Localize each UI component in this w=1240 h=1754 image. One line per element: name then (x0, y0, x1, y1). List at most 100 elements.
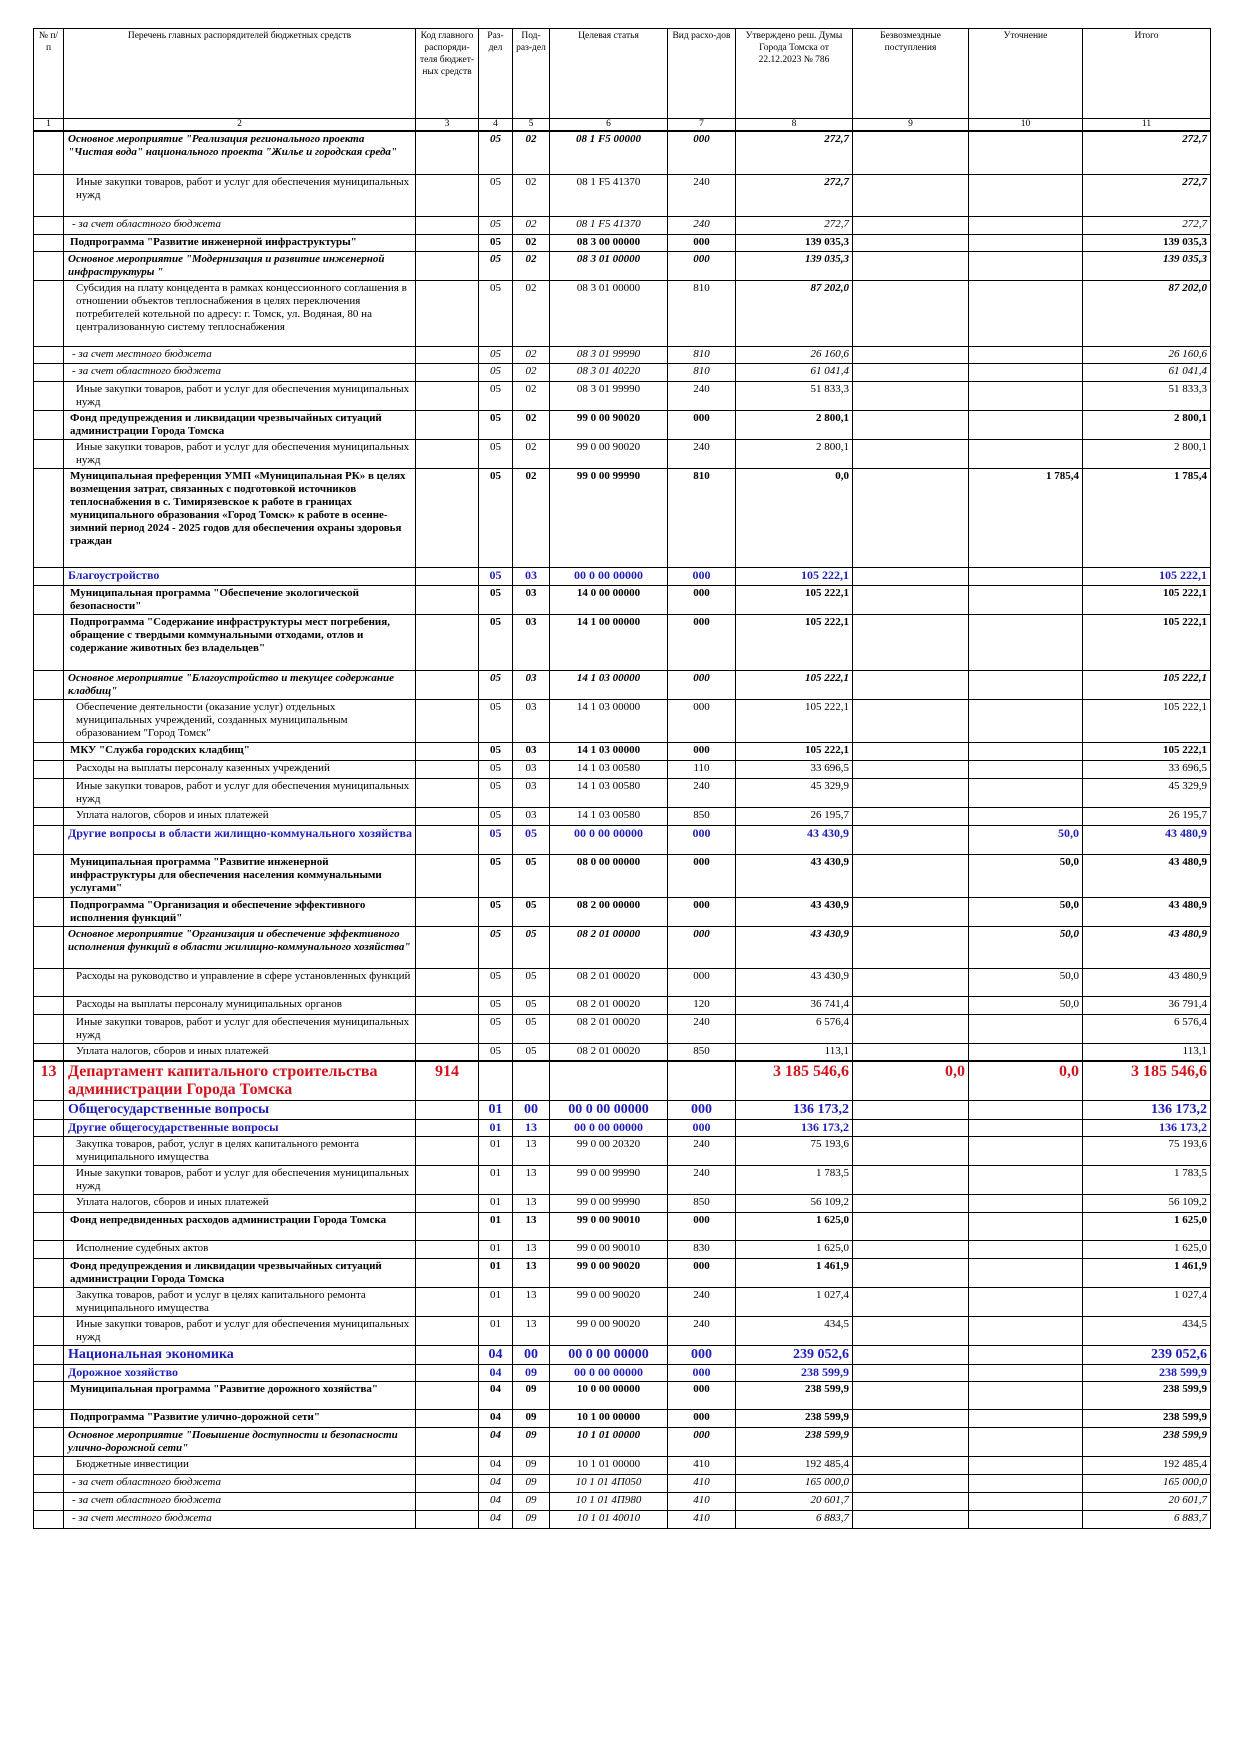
subsection: 13 (512, 1240, 550, 1259)
subsection: 05 (512, 853, 550, 898)
admin-code (415, 1316, 479, 1346)
total-amount: 272,7 (1082, 130, 1211, 175)
total-amount: 105 222,1 (1082, 566, 1211, 586)
grant-amount (852, 173, 969, 217)
approved-amount: 1 461,9 (735, 1258, 853, 1288)
table-row: - за счет областного бюджета 05 02 08 1 F5 … (33, 215, 1211, 235)
admin-code (415, 1381, 479, 1410)
item-name: Субсидия на плату концедента в рамках ко… (63, 279, 416, 347)
adjustment-amount (968, 409, 1083, 440)
grant-amount (852, 467, 969, 568)
table-row: Муниципальная программа "Развитие инжене… (33, 853, 1211, 898)
header-cell: Код главного распоряди-теля бюджет-ных с… (415, 28, 479, 119)
table-row: Основное мероприятие "Организация и обес… (33, 925, 1211, 969)
total-amount: 272,7 (1082, 173, 1211, 217)
admin-code (415, 173, 479, 217)
grant-amount (852, 345, 969, 364)
table-row: Иные закупки товаров, работ и услуг для … (33, 1165, 1211, 1195)
expense-type: 810 (667, 467, 736, 568)
subsection: 03 (512, 566, 550, 586)
approved-amount: 105 222,1 (735, 613, 853, 671)
total-amount: 87 202,0 (1082, 279, 1211, 347)
admin-code (415, 130, 479, 175)
approved-amount: 43 430,9 (735, 896, 853, 927)
admin-code (415, 925, 479, 969)
section: 05 (478, 250, 513, 281)
item-name: - за счет местного бюджета (63, 1510, 416, 1529)
total-amount: 20 601,7 (1082, 1492, 1211, 1511)
subsection: 03 (512, 777, 550, 808)
grant-amount (852, 824, 969, 855)
item-name: Закупка товаров, работ, услуг в целях ка… (63, 1136, 416, 1166)
admin-code (415, 1136, 479, 1166)
total-amount: 6 576,4 (1082, 1013, 1211, 1044)
expense-type: 000 (667, 233, 736, 252)
target-article: 08 2 01 00020 (549, 967, 668, 997)
item-name: Иные закупки товаров, работ и услуг для … (63, 173, 416, 217)
subsection: 09 (512, 1456, 550, 1475)
grant-amount (852, 925, 969, 969)
approved-amount: 36 741,4 (735, 995, 853, 1015)
expense-type: 850 (667, 1194, 736, 1213)
grant-amount (852, 1013, 969, 1044)
table-row: Общегосударственные вопросы 01 00 00 0 00 0… (33, 1100, 1211, 1120)
section: 05 (478, 345, 513, 364)
row-number (33, 824, 64, 855)
expense-type: 810 (667, 345, 736, 364)
approved-amount: 1 625,0 (735, 1212, 853, 1241)
header-cell: Итого (1082, 28, 1211, 119)
target-article: 08 1 F5 41370 (549, 215, 668, 235)
section: 05 (478, 467, 513, 568)
total-amount: 6 883,7 (1082, 1510, 1211, 1529)
admin-code (415, 806, 479, 826)
admin-code (415, 1427, 479, 1457)
section: 05 (478, 853, 513, 898)
subsection: 13 (512, 1194, 550, 1213)
section: 05 (478, 409, 513, 440)
section: 05 (478, 741, 513, 761)
column-number-row: 1 2 3 4 5 6 7 8 9 10 11 (33, 118, 1211, 132)
section: 05 (478, 279, 513, 347)
total-amount: 33 696,5 (1082, 759, 1211, 779)
item-name: Национальная экономика (63, 1345, 416, 1365)
adjustment-amount (968, 1119, 1083, 1137)
subsection: 00 (512, 1100, 550, 1120)
expense-type: 000 (667, 566, 736, 586)
header-cell: Перечень главных распорядителей бюджетны… (63, 28, 416, 119)
grant-amount (852, 698, 969, 743)
approved-amount: 1 625,0 (735, 1240, 853, 1259)
table-row: - за счет областного бюджета 05 02 08 3 01 … (33, 362, 1211, 382)
expense-type: 850 (667, 1042, 736, 1062)
grant-amount (852, 409, 969, 440)
expense-type: 240 (667, 1316, 736, 1346)
grant-amount (852, 380, 969, 411)
grant-amount (852, 741, 969, 761)
item-name: Департамент капитального строительства а… (63, 1060, 416, 1101)
approved-amount: 87 202,0 (735, 279, 853, 347)
adjustment-amount (968, 362, 1083, 382)
item-name: Расходы на руководство и управление в сф… (63, 967, 416, 997)
admin-code (415, 362, 479, 382)
row-number (33, 1136, 64, 1166)
item-name: Иные закупки товаров, работ и услуг для … (63, 1165, 416, 1195)
approved-amount: 139 035,3 (735, 233, 853, 252)
item-name: Исполнение судебных актов (63, 1240, 416, 1259)
expense-type: 240 (667, 777, 736, 808)
adjustment-amount (968, 1409, 1083, 1428)
section: 01 (478, 1165, 513, 1195)
target-article: 08 3 01 00000 (549, 250, 668, 281)
target-article: 00 0 00 00000 (549, 566, 668, 586)
approved-amount: 272,7 (735, 215, 853, 235)
total-amount: 45 329,9 (1082, 777, 1211, 808)
adjustment-amount (968, 1212, 1083, 1241)
subsection: 13 (512, 1136, 550, 1166)
admin-code (415, 698, 479, 743)
adjustment-amount: 1 785,4 (968, 467, 1083, 568)
item-name: Основное мероприятие "Повышение доступно… (63, 1427, 416, 1457)
item-name: Подпрограмма "Организация и обеспечение … (63, 896, 416, 927)
target-article: 08 2 01 00020 (549, 1013, 668, 1044)
expense-type (667, 1060, 736, 1101)
adjustment-amount (968, 345, 1083, 364)
subsection: 02 (512, 130, 550, 175)
grant-amount (852, 1212, 969, 1241)
